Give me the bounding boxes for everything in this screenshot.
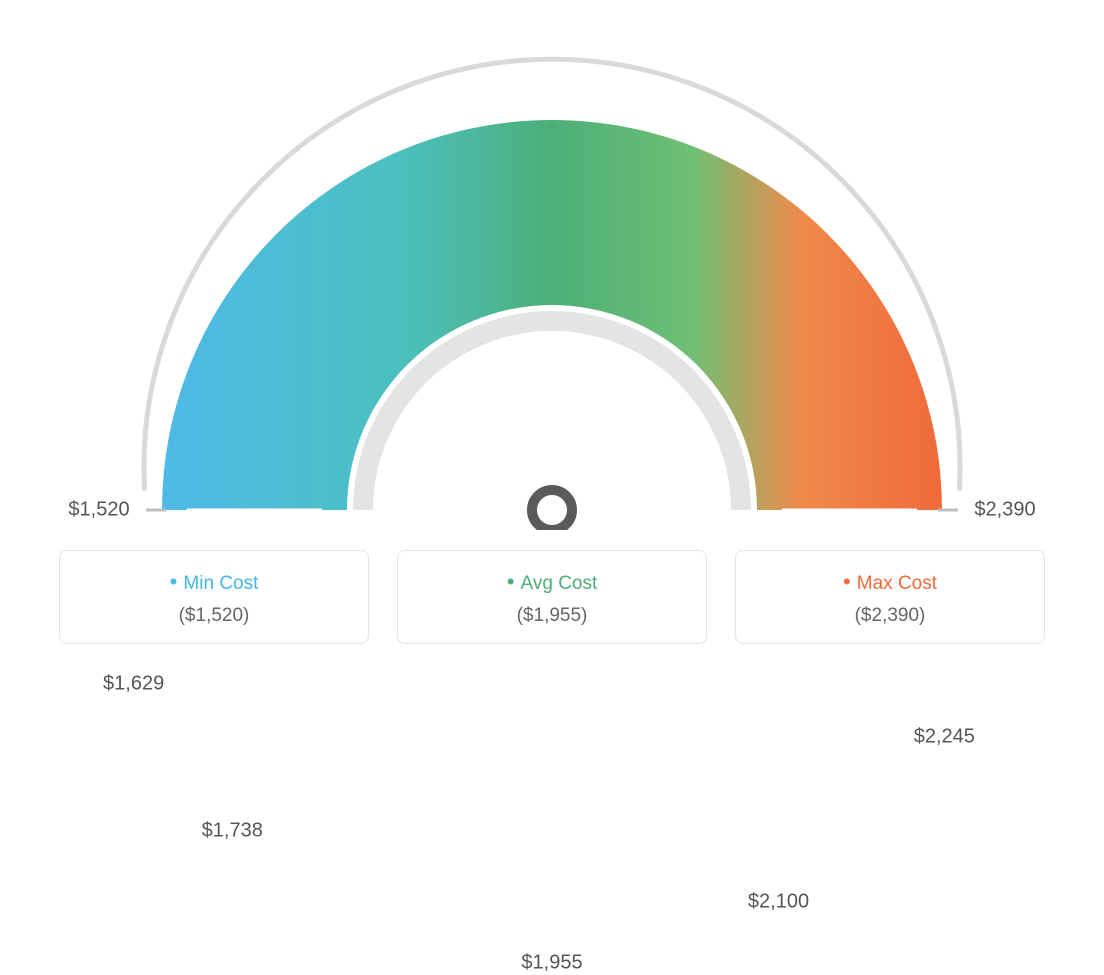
- min-cost-value: ($1,520): [70, 605, 358, 627]
- gauge-chart: $1,520$1,629$1,738$1,955$2,100$2,245$2,3…: [40, 30, 1064, 530]
- min-cost-label: Min Cost: [70, 569, 358, 595]
- gauge-tick-label: $1,955: [521, 952, 582, 975]
- cost-cards: Min Cost ($1,520) Avg Cost ($1,955) Max …: [40, 550, 1064, 644]
- avg-cost-label: Avg Cost: [408, 569, 696, 595]
- max-cost-card: Max Cost ($2,390): [735, 550, 1045, 644]
- gauge-tick-label: $1,629: [103, 672, 164, 695]
- min-cost-card: Min Cost ($1,520): [59, 550, 369, 644]
- gauge-svg: [40, 30, 1064, 530]
- gauge-tick-label: $1,738: [202, 819, 263, 842]
- gauge-tick-label: $2,390: [974, 499, 1035, 522]
- max-cost-value: ($2,390): [746, 605, 1034, 627]
- gauge-tick-label: $2,245: [914, 725, 975, 748]
- max-cost-label: Max Cost: [746, 569, 1034, 595]
- gauge-tick-label: $1,520: [68, 499, 129, 522]
- avg-cost-value: ($1,955): [408, 605, 696, 627]
- avg-cost-card: Avg Cost ($1,955): [397, 550, 707, 644]
- gauge-tick-label: $2,100: [748, 891, 809, 914]
